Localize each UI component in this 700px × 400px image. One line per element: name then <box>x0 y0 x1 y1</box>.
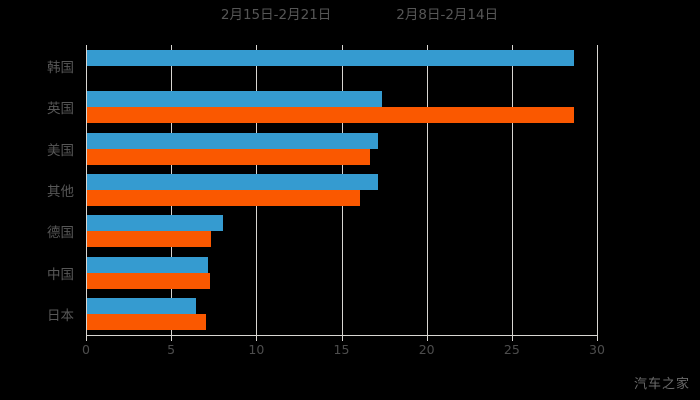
plot-area: 0 5 10 15 20 25 30 韩国英国美国其他德国中国日本 <box>47 45 605 357</box>
bar-series-a[interactable] <box>87 132 379 149</box>
legend-label-series-b: 2月8日-2月14日 <box>396 7 499 24</box>
category-label: 韩国 <box>47 59 74 76</box>
bar-series-b[interactable] <box>87 148 370 165</box>
bar-row: 日本 <box>47 294 597 335</box>
category-label: 其他 <box>47 183 74 200</box>
watermark: 汽车之家 <box>633 377 690 392</box>
legend-item-series-b[interactable]: 2月8日-2月14日 <box>377 9 498 23</box>
bar-series-a[interactable] <box>87 91 382 108</box>
bar-row: 德国 <box>47 211 597 252</box>
bar-series-b[interactable] <box>87 189 360 206</box>
x-tick <box>511 335 513 341</box>
x-tick <box>86 335 87 341</box>
x-tick <box>341 335 343 341</box>
bar-series-b[interactable] <box>87 107 575 124</box>
gridline <box>597 45 598 335</box>
bar-row: 中国 <box>47 252 597 293</box>
bar-series-a[interactable] <box>87 49 575 66</box>
x-tick-label: 5 <box>167 342 176 357</box>
legend-label-series-a: 2月15日-2月21日 <box>220 7 332 24</box>
x-tick <box>597 335 598 341</box>
x-tick <box>171 335 173 341</box>
gridline <box>511 45 513 335</box>
x-tick <box>256 335 258 341</box>
bar-series-a[interactable] <box>87 173 379 190</box>
chart-legend: 2月15日-2月21日 2月8日-2月14日 <box>0 4 700 28</box>
bar-series-a[interactable] <box>87 256 208 273</box>
legend-item-series-a[interactable]: 2月15日-2月21日 <box>202 9 331 23</box>
category-label: 德国 <box>47 225 74 242</box>
y-axis-line <box>86 45 87 335</box>
x-tick-label: 20 <box>418 342 435 357</box>
x-tick-label: 30 <box>589 342 605 357</box>
bar-series-a[interactable] <box>87 298 196 315</box>
bar-series-a[interactable] <box>87 215 224 232</box>
bar-row: 美国 <box>47 128 597 169</box>
bar-series-b[interactable] <box>87 231 212 248</box>
bar-series-b[interactable] <box>87 314 207 331</box>
x-tick <box>426 335 428 341</box>
x-tick-label: 0 <box>82 342 90 357</box>
legend-square-marker-icon <box>377 11 388 22</box>
bar-row: 其他 <box>47 169 597 210</box>
category-label: 美国 <box>47 142 74 159</box>
bar-series-b[interactable] <box>87 272 210 289</box>
bar-row: 英国 <box>47 86 597 127</box>
x-tick-label: 10 <box>248 342 265 357</box>
x-tick-label: 25 <box>503 342 520 357</box>
legend-circle-marker-icon <box>202 11 213 22</box>
category-label: 中国 <box>47 266 74 283</box>
gridline <box>426 45 428 335</box>
category-label: 日本 <box>47 308 74 325</box>
category-label: 英国 <box>47 101 74 118</box>
bar-row: 韩国 <box>47 45 597 86</box>
x-tick-label: 15 <box>333 342 350 357</box>
